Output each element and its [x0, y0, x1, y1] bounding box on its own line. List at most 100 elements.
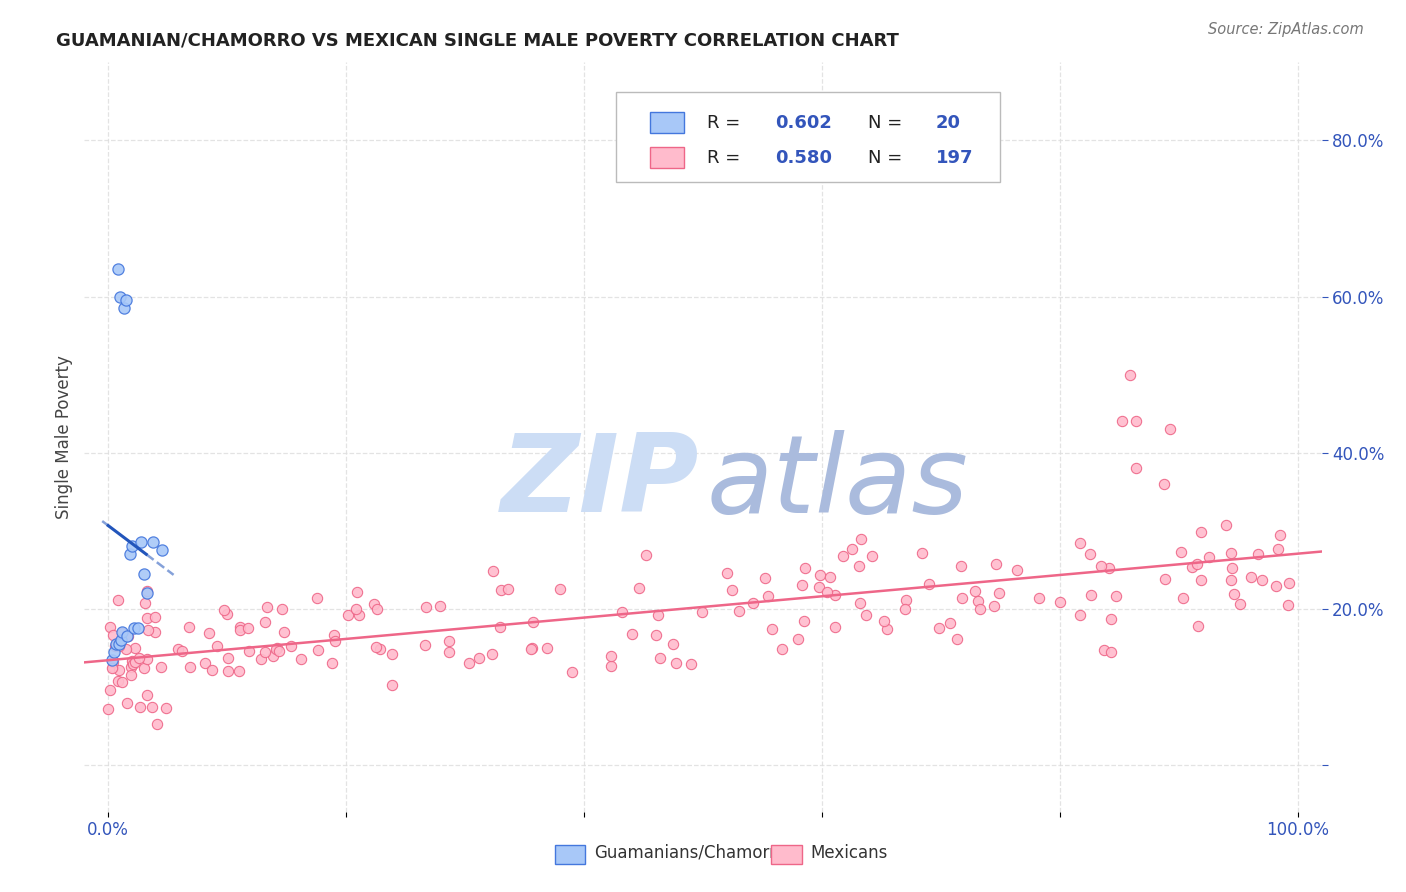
Text: 0.580: 0.580	[775, 149, 832, 167]
Point	[136, 586, 159, 600]
Point	[873, 614, 896, 628]
Point	[266, 641, 288, 656]
Point	[107, 593, 129, 607]
Point	[841, 541, 863, 556]
Point	[131, 535, 153, 549]
Point	[101, 628, 124, 642]
Point	[1215, 517, 1237, 532]
Point	[1098, 561, 1121, 575]
Point	[228, 664, 250, 678]
Point	[536, 641, 558, 656]
Point	[1153, 476, 1175, 491]
Point	[118, 547, 141, 561]
FancyBboxPatch shape	[554, 846, 585, 864]
Point	[143, 624, 166, 639]
Point	[742, 596, 765, 610]
Point	[135, 651, 157, 665]
Point	[215, 607, 238, 621]
Point	[1198, 550, 1220, 565]
Point	[115, 696, 138, 710]
Point	[620, 627, 643, 641]
Point	[236, 621, 259, 635]
Point	[1078, 547, 1101, 561]
Text: 20: 20	[935, 113, 960, 131]
Point	[692, 606, 714, 620]
Point	[644, 628, 666, 642]
Point	[368, 641, 391, 656]
Text: 197: 197	[935, 149, 973, 167]
Point	[458, 656, 481, 670]
Point	[754, 571, 776, 585]
Point	[824, 588, 846, 602]
Point	[120, 660, 142, 674]
Text: Mexicans: Mexicans	[811, 844, 889, 862]
Point	[280, 639, 302, 653]
Point	[894, 592, 917, 607]
Point	[987, 586, 1010, 600]
Point	[217, 651, 239, 665]
Text: atlas: atlas	[707, 430, 969, 534]
Point	[1099, 644, 1122, 658]
Point	[347, 608, 370, 623]
Point	[132, 566, 155, 581]
FancyBboxPatch shape	[650, 112, 685, 133]
Point	[307, 643, 329, 657]
Point	[918, 577, 941, 591]
Point	[179, 660, 201, 674]
Point	[1092, 643, 1115, 657]
Point	[560, 665, 582, 679]
Text: 0.602: 0.602	[775, 113, 831, 131]
Text: GUAMANIAN/CHAMORRO VS MEXICAN SINGLE MALE POVERTY CORRELATION CHART: GUAMANIAN/CHAMORRO VS MEXICAN SINGLE MAL…	[56, 31, 898, 49]
Point	[1173, 591, 1195, 605]
Point	[105, 637, 128, 651]
Point	[815, 584, 838, 599]
Point	[108, 289, 131, 303]
Point	[107, 673, 129, 688]
Point	[1240, 570, 1263, 584]
Point	[1069, 607, 1091, 622]
Point	[336, 608, 359, 623]
Point	[413, 638, 436, 652]
Point	[793, 561, 815, 575]
Point	[122, 657, 145, 671]
Point	[124, 655, 146, 669]
Point	[1278, 575, 1301, 590]
Point	[848, 559, 870, 574]
Point	[600, 649, 623, 664]
Point	[489, 582, 512, 597]
Point	[108, 639, 131, 653]
Point	[141, 699, 163, 714]
Point	[321, 657, 343, 671]
Point	[273, 625, 295, 640]
Point	[520, 642, 543, 657]
Point	[194, 656, 217, 670]
Point	[1229, 597, 1251, 611]
Point	[849, 596, 872, 610]
Point	[124, 640, 146, 655]
Point	[728, 604, 751, 618]
Point	[115, 293, 138, 308]
Point	[1251, 573, 1274, 587]
Point	[1125, 414, 1147, 428]
Text: N =: N =	[868, 113, 907, 131]
Point	[790, 578, 813, 592]
Point	[1247, 547, 1270, 561]
Text: Source: ZipAtlas.com: Source: ZipAtlas.com	[1208, 22, 1364, 37]
Point	[1028, 591, 1050, 605]
Point	[911, 546, 934, 560]
Point	[150, 543, 173, 558]
Point	[142, 535, 165, 549]
Point	[770, 642, 793, 657]
Point	[150, 660, 173, 674]
Point	[366, 601, 388, 615]
Point	[949, 559, 972, 574]
Point	[945, 632, 967, 647]
Point	[136, 623, 159, 637]
Point	[129, 700, 152, 714]
Point	[381, 647, 404, 661]
Point	[496, 582, 519, 597]
Point	[323, 628, 346, 642]
Point	[107, 663, 129, 677]
Point	[636, 548, 658, 562]
Point	[1119, 368, 1142, 382]
